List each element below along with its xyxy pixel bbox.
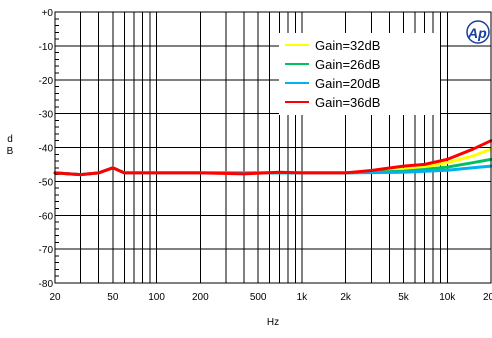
x-tick-label: 5k [398,292,410,303]
logo-text: Ap [467,25,487,41]
y-tick-label: -40 [39,144,54,155]
y-axis-title: d [7,134,13,145]
legend-label: Gain=36dB [315,95,380,110]
y-tick-label: -60 [39,211,54,222]
y-tick-label: -20 [39,76,54,87]
tick-labels: +0 -10 -20 -30 -40 -50 -60 -70 -80 20 50 100 200 500 1… [39,8,492,303]
x-tick-label: 1k [297,292,309,303]
logo-ring [466,20,490,44]
x-axis-title: Hz [267,317,279,328]
x-tick-label: 50 [107,292,119,303]
y-tick-label: -30 [39,110,54,121]
x-tick-label: 10k [439,292,456,303]
x-tick-label: 100 [148,292,165,303]
y-tick-label: -70 [39,245,54,256]
ap-logo: Ap [466,20,490,44]
y-tick-label: -10 [39,42,54,53]
x-tick-label: 2k [340,292,352,303]
legend-label: Gain=20dB [315,76,380,91]
x-tick-label: 20 [49,292,61,303]
legend-label: Gain=26dB [315,57,380,72]
series-line-gain-36db [53,139,492,177]
y-tick-label: +0 [42,8,54,19]
y-tick-label: -80 [39,279,54,290]
y-tick-label: -50 [39,177,54,188]
axis-titles: dB Hz [7,134,279,328]
x-tick-label: 500 [250,292,267,303]
y-axis-title: B [7,146,14,157]
legend: Gain=32dB Gain=26dB Gain=20dB Gain=36dB [279,33,440,115]
x-tick-label: 20k [483,292,492,303]
plot-border [54,11,492,284]
x-tick-label: 200 [192,292,209,303]
legend-label: Gain=32dB [315,38,380,53]
series-lines [53,139,492,177]
plot-frame [54,11,492,284]
